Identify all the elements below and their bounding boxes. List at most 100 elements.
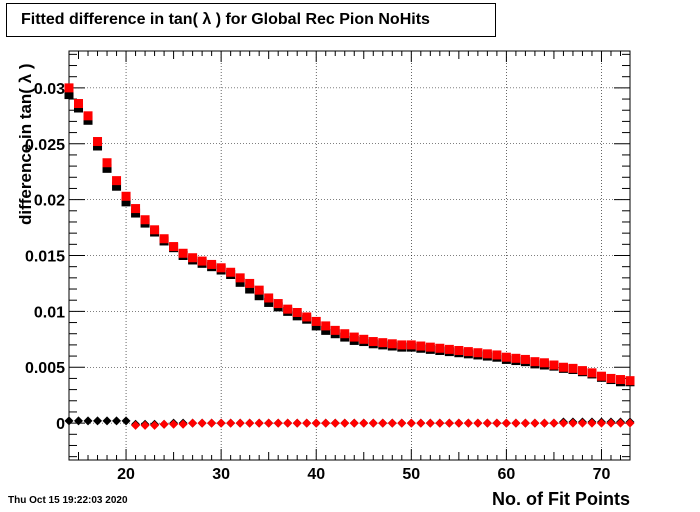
x-tick-label: 20 <box>117 466 135 483</box>
square-marker <box>178 248 188 258</box>
diamond-marker <box>539 418 549 428</box>
diamond-marker <box>587 418 597 428</box>
square-marker <box>577 366 587 376</box>
diamond-marker <box>349 418 359 428</box>
square-marker <box>463 347 473 357</box>
square-marker <box>112 181 122 191</box>
diamond-marker <box>159 419 169 429</box>
square-marker <box>387 339 397 349</box>
square-marker <box>121 197 131 207</box>
data-points <box>64 83 635 430</box>
diamond-marker <box>359 418 369 428</box>
square-marker <box>74 99 84 109</box>
diamond-marker <box>254 418 264 428</box>
square-marker <box>368 337 378 347</box>
diamond-marker <box>340 418 350 428</box>
x-axis-label: No. of Fit Points <box>492 489 630 509</box>
square-marker <box>473 348 483 358</box>
square-marker <box>606 373 616 383</box>
diamond-marker <box>511 418 521 428</box>
diamond-marker <box>435 418 445 428</box>
square-marker <box>102 158 112 168</box>
diamond-marker <box>596 418 606 428</box>
square-marker <box>292 307 302 317</box>
square-marker <box>112 176 122 186</box>
square-marker <box>378 338 388 348</box>
square-marker <box>349 332 359 342</box>
diamond-marker <box>330 418 340 428</box>
square-marker <box>235 273 245 283</box>
diamond-marker <box>216 418 226 428</box>
x-tick-label: 40 <box>307 466 325 483</box>
square-marker <box>83 111 93 121</box>
square-marker <box>558 362 568 372</box>
y-tick-label: 0.025 <box>25 137 65 154</box>
diamond-marker <box>444 418 454 428</box>
diamond-marker <box>387 418 397 428</box>
diamond-marker <box>454 418 464 428</box>
square-marker <box>482 349 492 359</box>
diamond-marker <box>169 419 179 429</box>
diamond-marker <box>264 418 274 428</box>
square-marker <box>435 343 445 353</box>
diamond-marker <box>188 418 198 428</box>
square-marker <box>254 291 264 301</box>
diamond-marker <box>150 420 160 430</box>
y-tick-label: 0.01 <box>34 304 65 321</box>
square-marker <box>425 342 435 352</box>
diamond-marker <box>549 418 559 428</box>
diamond-marker <box>197 418 207 428</box>
diamond-marker <box>283 418 293 428</box>
square-marker <box>330 325 340 335</box>
diamond-marker <box>321 418 331 428</box>
diamond-marker <box>64 416 74 426</box>
square-marker <box>444 344 454 354</box>
diamond-marker <box>530 418 540 428</box>
diamond-marker <box>302 418 312 428</box>
diamond-marker <box>463 418 473 428</box>
y-tick-label: 0.03 <box>34 81 65 98</box>
y-tick-label: 0 <box>56 416 65 433</box>
square-marker <box>416 341 426 351</box>
diamond-marker <box>397 418 407 428</box>
diamond-marker <box>492 418 502 428</box>
y-axis-label: difference in tan( λ ) <box>16 63 35 225</box>
diamond-marker <box>292 418 302 428</box>
square-marker <box>197 256 207 266</box>
diamond-marker <box>416 418 426 428</box>
square-marker <box>406 340 416 350</box>
square-marker <box>159 234 169 244</box>
square-marker <box>254 285 264 295</box>
diamond-marker <box>112 416 122 426</box>
square-marker <box>131 204 141 214</box>
square-marker <box>511 353 521 363</box>
diamond-marker <box>425 418 435 428</box>
diamond-marker <box>131 420 141 430</box>
square-marker <box>188 253 198 263</box>
square-marker <box>359 334 369 344</box>
square-marker <box>226 267 236 277</box>
square-marker <box>245 278 255 288</box>
square-marker <box>549 360 559 370</box>
diamond-marker <box>74 416 84 426</box>
square-marker <box>273 299 283 309</box>
y-tick-label: 0.02 <box>34 193 65 210</box>
square-marker <box>397 340 407 350</box>
x-tick-label: 50 <box>402 466 420 483</box>
square-marker <box>596 371 606 381</box>
diamond-marker <box>482 418 492 428</box>
x-tick-label: 70 <box>593 466 611 483</box>
square-marker <box>283 304 293 314</box>
square-marker <box>302 312 312 322</box>
square-marker <box>568 363 578 373</box>
square-marker <box>340 329 350 339</box>
square-marker <box>311 316 321 326</box>
x-tick-label: 60 <box>497 466 515 483</box>
diamond-marker <box>558 418 568 428</box>
diamond-marker <box>102 416 112 426</box>
diamond-marker <box>368 418 378 428</box>
diamond-marker <box>178 419 188 429</box>
square-marker <box>121 191 131 201</box>
square-marker <box>530 357 540 367</box>
